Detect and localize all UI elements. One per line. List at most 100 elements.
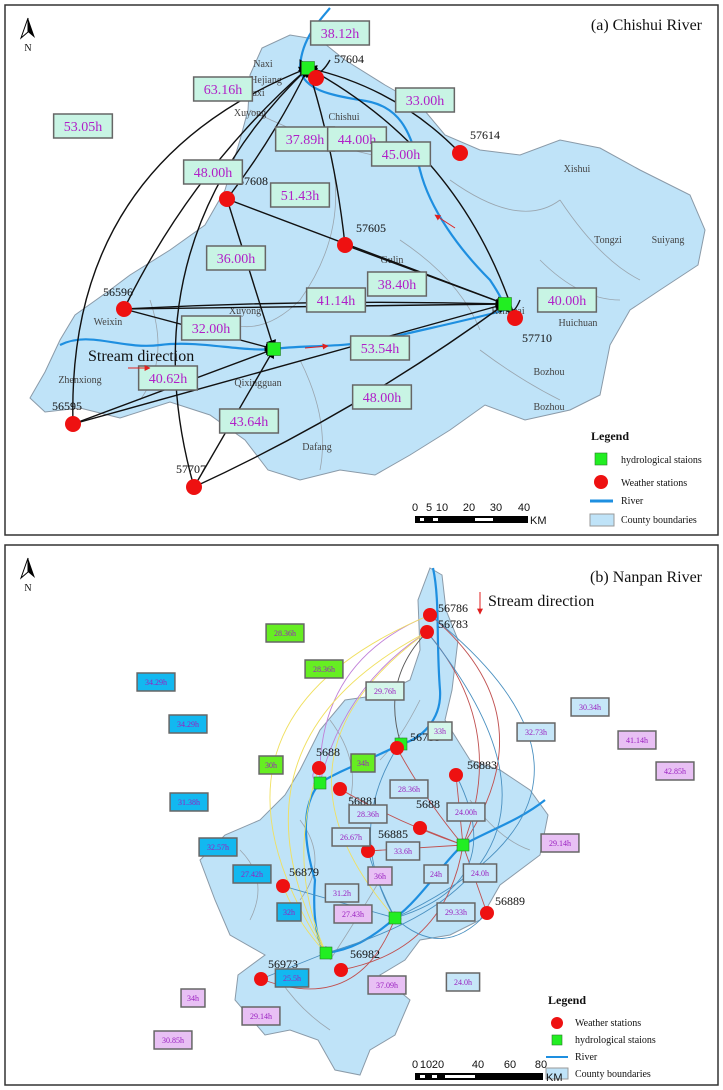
- travel-time-label: 33.6h: [394, 847, 412, 856]
- weather-station-id: 56973: [268, 957, 298, 971]
- travel-time-label-box: [349, 335, 411, 361]
- travel-time-label-box: [351, 384, 413, 410]
- travel-time-label: 28.36h: [274, 629, 296, 638]
- travel-time-label: 34.29h: [177, 720, 199, 729]
- travel-time-label-box: [655, 761, 695, 781]
- stream-direction-arrow: [304, 343, 329, 350]
- weather-station-marker: [480, 906, 494, 920]
- travel-time-label-box: [446, 802, 486, 822]
- travel-time-label-box: [305, 287, 367, 313]
- weather-station-id: 5688: [316, 745, 340, 759]
- travel-time-arrow: [339, 788, 464, 847]
- place-name: Bozhou: [533, 402, 564, 413]
- travel-time-label: 24.0h: [471, 869, 489, 878]
- travel-time-label-box: [192, 76, 254, 102]
- travel-time-arrow: [318, 631, 428, 784]
- travel-time-label-box: [241, 1006, 281, 1026]
- weather-station-id: 57605: [356, 221, 386, 235]
- travel-time-label-box: [394, 87, 456, 113]
- travel-time-label-box: [205, 245, 267, 271]
- travel-time-arrow: [72, 301, 506, 425]
- county-boundary: [299, 359, 323, 471]
- legend-item: hydrological staions: [621, 455, 702, 466]
- travel-time-label-box: [258, 755, 284, 775]
- travel-time-label: 37.89h: [286, 133, 325, 148]
- travel-time-label-box: [617, 730, 657, 750]
- travel-time-arrow: [340, 844, 466, 971]
- hydrological-station-marker: [388, 911, 402, 925]
- travel-time-arrow: [303, 767, 327, 954]
- travel-time-label-box: [324, 883, 360, 903]
- place-name: Chishui: [328, 112, 359, 123]
- place-name: Dafang: [302, 442, 331, 453]
- travel-time-label-box: [423, 864, 449, 884]
- weather-station-marker: [254, 972, 268, 986]
- travel-time-label-box: [462, 863, 498, 883]
- travel-time-label-box: [385, 841, 421, 861]
- travel-time-label: 40.00h: [548, 294, 587, 309]
- scale-tick: 10: [420, 1059, 432, 1071]
- travel-time-label: 36h: [374, 872, 386, 881]
- scale-tick: 0: [412, 502, 418, 514]
- travel-time-arrow: [174, 67, 309, 488]
- place-name: Hejiang: [250, 75, 282, 86]
- travel-time-label: 29.14h: [250, 1012, 272, 1021]
- travel-time-label: 30h: [265, 761, 277, 770]
- travel-time-label-box: [570, 697, 610, 717]
- county-boundary: [329, 719, 353, 801]
- travel-time-label-box: [180, 988, 206, 1008]
- travel-time-label-box: [309, 20, 371, 46]
- north-label: N: [24, 43, 31, 54]
- travel-time-label-box: [367, 866, 393, 886]
- weather-station-marker: [449, 768, 463, 782]
- weather-station-id: 56783: [438, 617, 468, 631]
- travel-time-label: 24.00h: [455, 808, 477, 817]
- scale-tick: 0: [412, 1059, 418, 1071]
- place-name: Xishui: [564, 164, 591, 175]
- scale-bar-segment: [445, 1075, 475, 1078]
- travel-time-label-box: [350, 753, 376, 773]
- weather-station-id: 5688: [416, 797, 440, 811]
- travel-time-label: 32.00h: [192, 322, 231, 337]
- travel-time-label-box: [536, 287, 598, 313]
- travel-time-label-box: [348, 804, 388, 824]
- hydrological-station-marker: [456, 838, 470, 852]
- panel-b-title: (b) Nanpan River: [590, 569, 703, 586]
- weather-station-marker: [312, 761, 326, 775]
- travel-time-label: 53.54h: [361, 342, 400, 357]
- weather-station-id: 56883: [467, 758, 497, 772]
- travel-time-label-box: [265, 623, 305, 643]
- scale-bar-segment: [420, 518, 424, 521]
- travel-time-label: 29.33h: [445, 908, 467, 917]
- travel-time-label: 32.73h: [525, 728, 547, 737]
- weather-station-id: 57604: [334, 52, 364, 66]
- travel-time-arrow: [331, 631, 428, 919]
- weather-station-marker: [65, 416, 81, 432]
- travel-time-arrow: [269, 614, 431, 954]
- weather-station-marker: [334, 963, 348, 977]
- travel-time-label: 29.14h: [549, 839, 571, 848]
- travel-time-label-box: [274, 968, 310, 988]
- county-region-a: [29, 34, 706, 481]
- scale-tick: 40: [472, 1059, 484, 1071]
- travel-time-label: 40.62h: [149, 372, 188, 387]
- legend-county-swatch: [589, 513, 615, 527]
- weather-station-marker: [420, 625, 434, 639]
- travel-time-label-box: [540, 833, 580, 853]
- weather-station-marker: [219, 191, 235, 207]
- county-boundary: [559, 199, 641, 281]
- travel-time-label: 26.67h: [340, 833, 362, 842]
- travel-time-label: 45.00h: [382, 148, 421, 163]
- travel-time-label: 30.34h: [579, 703, 601, 712]
- travel-time-label-box: [366, 271, 428, 297]
- county-boundary: [329, 879, 381, 961]
- place-name: Bozhou: [533, 367, 564, 378]
- weather-station-id: 57707: [176, 462, 206, 476]
- hydrological-station-marker: [551, 1034, 563, 1046]
- travel-time-label-box: [52, 113, 114, 139]
- north-label: N: [24, 583, 31, 594]
- weather-station-marker: [361, 844, 375, 858]
- scale-tick: 60: [504, 1059, 516, 1071]
- travel-time-label-box: [153, 1030, 193, 1050]
- place-name: Tongzi: [594, 235, 622, 246]
